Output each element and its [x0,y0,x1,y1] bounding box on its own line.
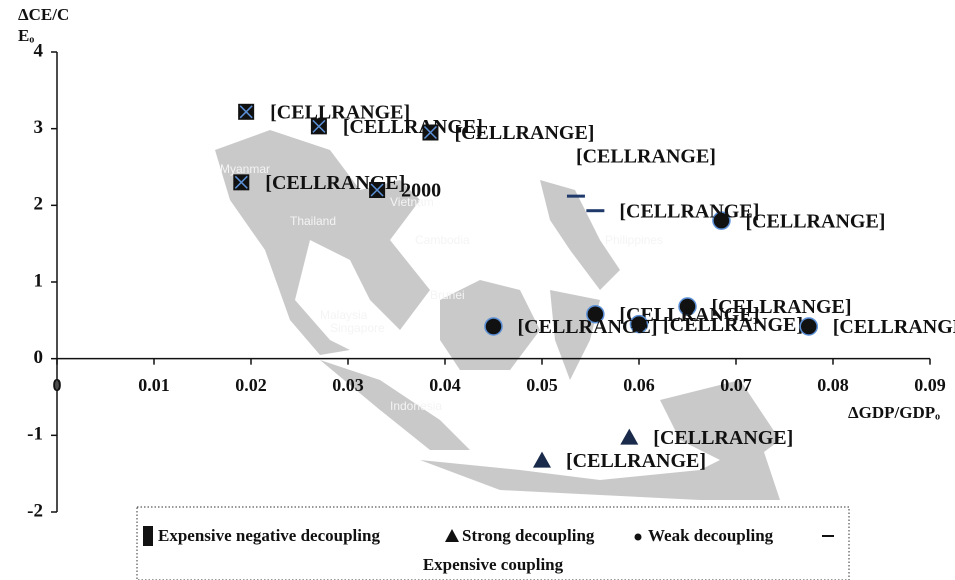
x-tick-label: 0.03 [332,375,364,395]
marker [586,304,605,324]
y-tick-label: 1 [34,270,44,291]
legend-item: Weak decoupling [634,526,774,545]
data-label: [CELLRANGE] [270,101,410,123]
legend-box [136,506,850,580]
marker [533,451,551,468]
x-tick-label: 0.01 [138,375,170,395]
y-axis-label: ΔCE/C [18,5,69,24]
map-label: Indonesia [390,399,442,413]
map-label: Cambodia [415,233,470,247]
marker-cross [370,183,384,197]
legend-label: Expensive negative decoupling [158,526,380,545]
marker [233,174,250,191]
marker [629,314,649,334]
data-label: 2000 [401,180,441,202]
legend-item: Strong decoupling [445,526,595,545]
data-label: [CELLRANGE] [619,304,759,326]
marker-cross [239,105,253,119]
legend-marker [445,529,459,542]
legend-marker [143,526,153,546]
y-tick-label: 2 [34,194,44,215]
legend-item: Expensive coupling [423,535,834,574]
marker [369,182,386,198]
marker [712,211,731,230]
marker [566,194,585,198]
marker-cross [423,125,437,140]
legend-label: Expensive coupling [423,555,564,574]
x-axis-label: ΔGDP/GDPₒ [848,403,940,422]
map-label: Malaysia [320,308,368,322]
data-label: [CELLRANGE] [745,210,885,232]
marker [799,317,818,336]
data-label: [CELLRANGE] [518,316,658,338]
map-label: Brunei [430,288,465,302]
marker [620,428,639,445]
y-axis-label: Eₒ [18,26,34,45]
legend-marker [822,535,834,537]
x-tick-label: 0 [53,375,62,395]
data-label: [CELLRANGE] [663,314,803,336]
map-label: Thailand [290,214,336,228]
legend-label: Weak decoupling [648,526,774,545]
x-tick-label: 0.09 [914,375,946,395]
map-label: Vietnam [390,195,434,209]
x-tick-label: 0.07 [720,375,752,395]
marker [310,118,327,135]
data-label: [CELLRANGE] [619,200,759,222]
y-tick-label: -1 [27,424,43,445]
marker-cross [234,175,248,189]
y-tick-label: 4 [34,40,44,61]
map-label: Singapore [330,321,385,335]
map-label: Myanmar [220,162,270,176]
x-tick-label: 0.06 [623,375,655,395]
data-label: [CELLRANGE] [576,146,716,168]
y-tick-label: -2 [27,500,43,521]
marker [238,103,255,120]
y-tick-label: 3 [34,117,44,138]
legend-item: Expensive negative decoupling [143,526,380,546]
data-label: [CELLRANGE] [454,122,594,144]
x-tick-label: 0.04 [429,375,461,395]
x-tick-label: 0.05 [526,375,558,395]
legend-marker [634,533,642,541]
map-label: Philippines [605,233,663,247]
legend-label: Strong decoupling [462,526,595,545]
marker [422,124,439,141]
marker [678,297,697,316]
data-label: [CELLRANGE] [343,116,483,138]
marker-cross [312,119,326,133]
data-label: [CELLRANGE] [833,316,955,338]
marker [586,209,605,213]
y-tick-label: 0 [34,347,44,368]
data-label: [CELLRANGE] [712,296,852,318]
data-label: [CELLRANGE] [653,427,793,449]
x-tick-label: 0.08 [817,375,849,395]
x-tick-label: 0.02 [235,375,267,395]
data-label: [CELLRANGE] [566,450,706,472]
marker [484,317,503,336]
